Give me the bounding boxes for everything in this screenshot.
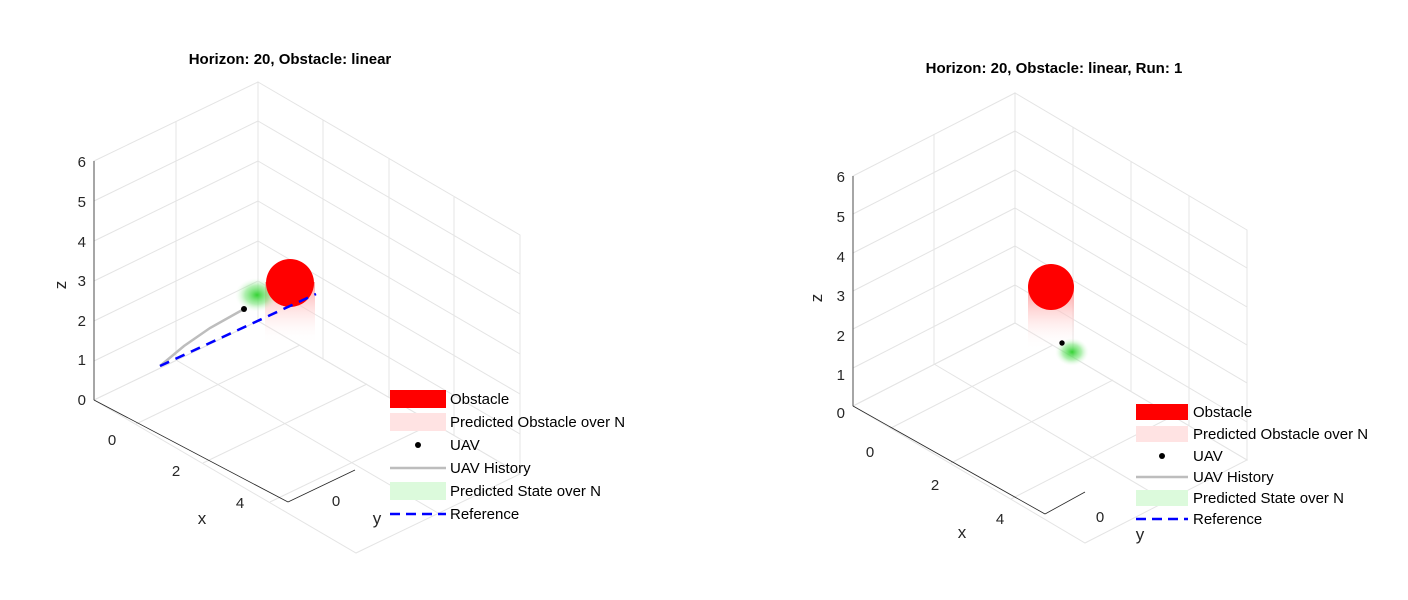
plot-1-ztick-labels: 0 1 2 3 4 5 6 xyxy=(78,154,86,409)
legend-swatch-predicted-obstacle xyxy=(390,413,446,431)
legend-label: UAV xyxy=(450,437,480,454)
z-tick-label: 4 xyxy=(837,249,845,266)
z-tick-label: 5 xyxy=(78,194,86,211)
legend-label: Predicted State over N xyxy=(1193,490,1344,507)
plot-1-marks xyxy=(159,259,317,368)
plot-1-obstacle xyxy=(266,259,314,307)
plot-2-legend: Obstacle Predicted Obstacle over N UAV U… xyxy=(1136,404,1368,528)
plot-2-obstacle xyxy=(1028,264,1074,310)
z-tick-label: 3 xyxy=(837,288,845,305)
z-tick-label: 0 xyxy=(78,392,86,409)
legend-label: UAV xyxy=(1193,448,1223,465)
legend-label: UAV History xyxy=(450,460,531,477)
plot-2-marks xyxy=(1028,264,1089,366)
legend-swatch-predicted-state xyxy=(1136,490,1188,506)
legend-label: Obstacle xyxy=(450,391,509,408)
legend-swatch-predicted-state xyxy=(390,482,446,500)
plot-2-xlabel: x xyxy=(958,523,967,542)
x-tick-label: 2 xyxy=(931,477,939,494)
z-tick-label: 5 xyxy=(837,209,845,226)
plot-1-xlabel: x xyxy=(198,509,207,528)
plot-2: Horizon: 20, Obstacle: linear, Run: 1 xyxy=(807,60,1368,544)
plot-2-axes xyxy=(852,176,1086,515)
x-tick-label: 0 xyxy=(108,432,116,449)
z-tick-label: 2 xyxy=(837,328,845,345)
legend-label: Predicted State over N xyxy=(450,483,601,500)
plot-1-zlabel: z xyxy=(51,281,70,290)
legend-label: Obstacle xyxy=(1193,404,1252,421)
z-tick-label: 1 xyxy=(78,352,86,369)
plot-1-title: Horizon: 20, Obstacle: linear xyxy=(189,51,392,68)
z-tick-label: 3 xyxy=(78,273,86,290)
y-tick-label: 0 xyxy=(1096,509,1104,526)
plot-1-uav xyxy=(241,306,247,312)
plot-2-xtick-labels: 0 2 4 xyxy=(866,444,1004,528)
plot-1-xtick-labels: 0 2 4 xyxy=(108,432,244,512)
plot-2-title: Horizon: 20, Obstacle: linear, Run: 1 xyxy=(926,60,1183,77)
plot-1-ylabel: y xyxy=(373,509,382,528)
legend-label: Predicted Obstacle over N xyxy=(1193,426,1368,443)
z-tick-label: 6 xyxy=(837,169,845,186)
z-tick-label: 1 xyxy=(837,367,845,384)
z-tick-label: 2 xyxy=(78,313,86,330)
x-tick-label: 0 xyxy=(866,444,874,461)
z-tick-label: 4 xyxy=(78,234,86,251)
plot-2-grid xyxy=(851,92,1249,544)
y-tick-label: 0 xyxy=(332,493,340,510)
legend-swatch-uav xyxy=(415,442,421,448)
x-tick-label: 2 xyxy=(172,463,180,480)
x-tick-label: 4 xyxy=(996,511,1004,528)
plot-1: Horizon: 20, Obstacle: linear xyxy=(51,51,625,554)
z-tick-label: 6 xyxy=(78,154,86,171)
legend-label: Predicted Obstacle over N xyxy=(450,414,625,431)
plot-2-uav xyxy=(1059,340,1065,346)
z-tick-label: 0 xyxy=(837,405,845,422)
plot-2-ztick-labels: 0 1 2 3 4 5 6 xyxy=(837,169,845,422)
legend-swatch-predicted-obstacle xyxy=(1136,426,1188,442)
plot-1-axes xyxy=(93,161,356,503)
legend-swatch-obstacle xyxy=(390,390,446,408)
plot-1-reference xyxy=(159,292,317,368)
legend-swatch-uav xyxy=(1159,453,1165,459)
legend-swatch-obstacle xyxy=(1136,404,1188,420)
plot-1-legend: Obstacle Predicted Obstacle over N UAV U… xyxy=(390,390,625,523)
legend-label: Reference xyxy=(1193,511,1262,528)
x-tick-label: 4 xyxy=(236,495,244,512)
plot-2-ylabel: y xyxy=(1136,525,1145,544)
plot-2-zlabel: z xyxy=(807,294,826,303)
legend-label: Reference xyxy=(450,506,519,523)
plot-1-uav-history xyxy=(159,307,245,367)
legend-label: UAV History xyxy=(1193,469,1274,486)
